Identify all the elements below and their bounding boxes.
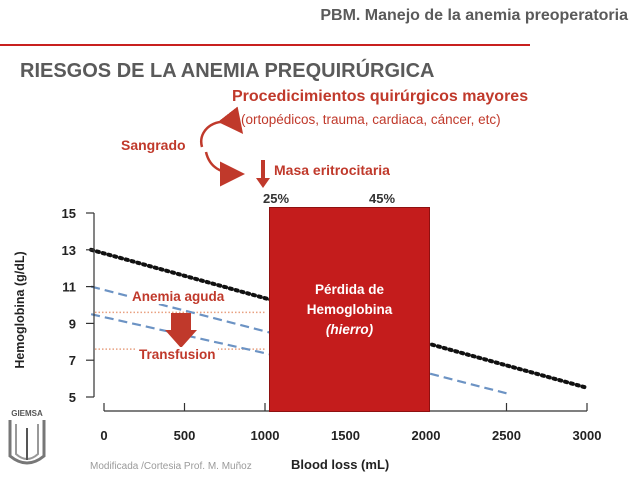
down-arrow-icon (256, 160, 270, 188)
x-tick-label: 3000 (573, 428, 602, 443)
percent-low-label: 25% (263, 191, 290, 206)
axes-layer: 5 7 9 11 13 15 0 500 1000 1500 2000 2500 3000 (62, 206, 602, 443)
header-title: PBM. Manejo de la anemia preoperatoria (320, 7, 628, 24)
procedures-title: Procedicimientos quirúrgicos mayores (232, 88, 529, 105)
x-tick-label: 1000 (251, 428, 280, 443)
hemoglobin-loss-label: Pérdida de Hemoglobina (hierro) (269, 280, 430, 340)
bleeding-arrow-icon (204, 151, 245, 187)
bleeding-label: Sangrado (121, 137, 186, 153)
x-tick-label: 2500 (492, 428, 521, 443)
x-tick-label: 2000 (412, 428, 441, 443)
x-axis-label: Blood loss (mL) (291, 457, 390, 472)
giemsa-logo (8, 420, 46, 465)
credit-text: Modificada /Cortesia Prof. M. Muñoz (90, 461, 252, 472)
y-tick-label: 5 (69, 390, 76, 405)
y-tick-label: 11 (62, 280, 76, 295)
loss-label-line-1: Pérdida de (314, 282, 385, 297)
loss-label-line-2: Hemoglobina (306, 302, 393, 317)
transfusion-label: Transfusion (137, 347, 218, 362)
x-tick-label: 0 (100, 428, 107, 443)
loss-label-line-3: (hierro) (325, 322, 374, 337)
red-cell-mass-label: Masa eritrocitaria (274, 162, 390, 178)
logo-text: GIEMSA (11, 409, 43, 418)
acute-anemia-label: Anemia aguda (130, 289, 227, 304)
y-tick-label: 15 (62, 206, 76, 221)
x-tick-label: 500 (174, 428, 196, 443)
y-tick-label: 7 (69, 353, 76, 368)
x-tick-label: 1500 (331, 428, 360, 443)
transfusion-arrow-icon (165, 313, 197, 348)
slide-title: RIESGOS DE LA ANEMIA PREQUIRÚRGICA (20, 60, 435, 82)
percent-high-label: 45% (369, 191, 396, 206)
y-tick-label: 13 (62, 243, 76, 258)
loss-label-line-3-text: hierro (330, 322, 369, 337)
y-axis-label: Hemoglobina (g/dL) (13, 251, 27, 369)
procedures-subtitle: (ortopédicos, trauma, cardiaca, cáncer, … (241, 112, 501, 127)
curved-arrow-icon (200, 106, 244, 148)
y-tick-label: 9 (69, 316, 76, 331)
header-divider (0, 44, 530, 46)
hemoglobin-loss-band (269, 207, 430, 412)
